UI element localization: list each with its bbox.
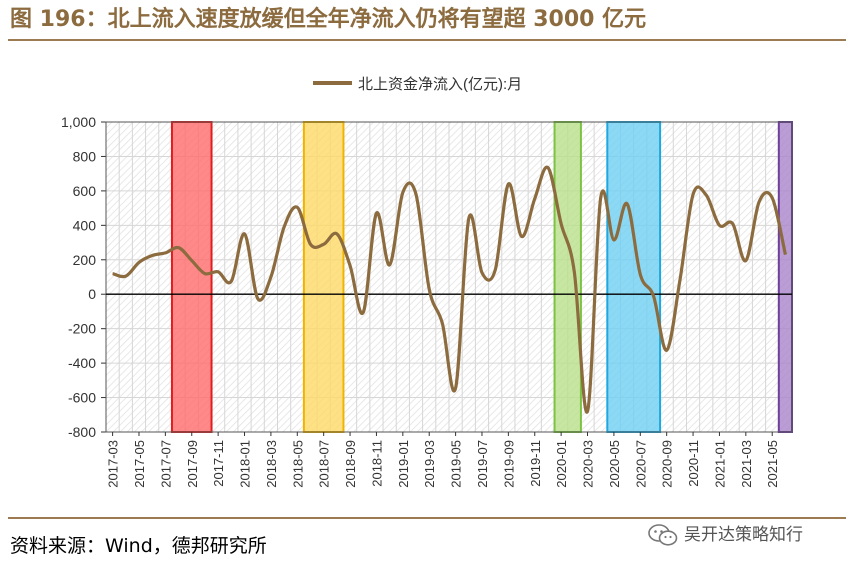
x-tick-label: 2020-11 — [686, 440, 701, 487]
x-tick-label: 2018-07 — [317, 440, 332, 488]
x-tick-label: 2019-07 — [475, 440, 490, 488]
x-tick-label: 2019-11 — [528, 440, 543, 487]
x-tick-label: 2020-01 — [554, 440, 569, 488]
x-tick-label: 2017-11 — [211, 440, 226, 487]
x-tick-label: 2020-09 — [660, 440, 675, 488]
x-tick-label: 2020-05 — [607, 440, 622, 488]
highlight-band-2 — [302, 121, 345, 433]
watermark-text: 吴开达策略知行 — [684, 525, 803, 545]
y-tick-label: 800 — [73, 148, 97, 164]
source-note: 资料来源：Wind，德邦研究所 — [10, 535, 267, 557]
y-tick-label: -600 — [68, 390, 96, 406]
legend-label: 北上资金净流入(亿元):月 — [358, 76, 522, 93]
x-tick-label: 2018-11 — [369, 440, 384, 487]
x-tick-label: 2019-03 — [422, 440, 437, 488]
y-tick-label: 200 — [73, 252, 97, 268]
x-tick-label: 2017-09 — [185, 440, 200, 488]
watermark: 吴开达策略知行 — [648, 522, 803, 548]
highlight-band-5 — [777, 121, 793, 433]
highlight-band-1 — [170, 121, 213, 433]
x-tick-label: 2021-05 — [765, 440, 780, 488]
footer-rule — [8, 517, 846, 519]
x-tick-label: 2018-09 — [343, 440, 358, 488]
x-tick-label: 2020-07 — [633, 440, 648, 488]
x-tick-label: 2021-01 — [712, 440, 727, 488]
plot-border — [105, 121, 793, 433]
x-tick-label: 2017-03 — [106, 440, 121, 488]
y-tick-label: 600 — [73, 183, 97, 199]
series-line — [112, 165, 787, 414]
x-tick-label: 2019-09 — [501, 440, 516, 488]
x-tick-label: 2018-03 — [264, 440, 279, 488]
x-tick-label: 2020-03 — [581, 440, 596, 488]
y-tick-label: -200 — [68, 321, 96, 337]
x-tick-label: 2018-05 — [290, 440, 305, 488]
y-tick-label: 1,000 — [61, 114, 96, 130]
highlight-band-4 — [606, 121, 662, 433]
wechat-icon — [648, 524, 678, 546]
highlight-band-3 — [553, 121, 582, 433]
figure-title: 图 196：北上流入速度放缓但全年净流入仍将有望超 3000 亿元 — [10, 7, 647, 32]
x-tick-label: 2018-01 — [238, 440, 253, 488]
y-tick-label: -800 — [68, 424, 96, 440]
x-tick-label: 2021-03 — [739, 440, 754, 488]
x-tick-label: 2019-01 — [396, 440, 411, 488]
x-tick-label: 2017-07 — [158, 440, 173, 488]
y-tick-label: 0 — [88, 286, 96, 302]
y-tick-label: 400 — [73, 217, 97, 233]
x-tick-label: 2017-05 — [132, 440, 147, 488]
x-tick-label: 2019-05 — [449, 440, 464, 488]
y-tick-label: -400 — [68, 355, 96, 371]
title-rule — [8, 39, 846, 41]
